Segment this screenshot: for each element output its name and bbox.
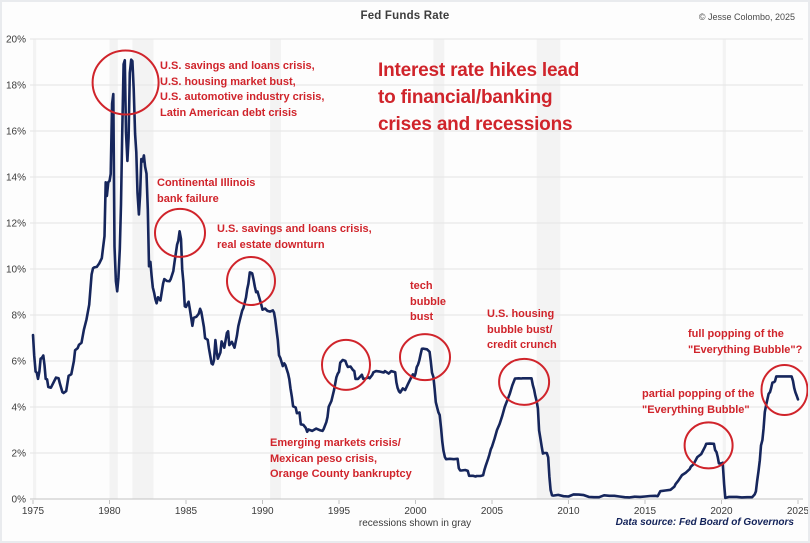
headline-annotation: Interest rate hikes lead to financial/ba…: [378, 60, 580, 135]
highlight-circle: [399, 333, 451, 382]
y-tick-label: 18%: [6, 81, 26, 92]
annotation-housing-bubble: U.S. housing bubble bust/ credit crunch: [487, 308, 557, 351]
y-tick-label: 6%: [12, 357, 27, 368]
recession-note: recessions shown in gray: [358, 518, 472, 529]
chart-title: Fed Funds Rate: [360, 10, 450, 22]
highlight-circle: [498, 357, 551, 406]
x-tick-label: 1995: [328, 506, 351, 517]
y-tick-label: 8%: [12, 311, 27, 322]
highlight-circle: [226, 256, 276, 306]
x-tick-label: 1975: [22, 506, 45, 517]
annotation-sl-crisis-1989: U.S. savings and loans crisis, real esta…: [217, 223, 372, 251]
copyright-notice: © Jesse Colombo, 2025: [698, 12, 795, 22]
annotation-continental-illinois: Continental Illinois bank failure: [157, 177, 256, 205]
y-tick-label: 12%: [6, 219, 26, 230]
y-tick-label: 20%: [6, 35, 26, 46]
y-tick-label: 4%: [12, 403, 27, 414]
x-tick-label: 2025: [787, 506, 810, 517]
highlight-circle: [683, 421, 734, 470]
x-tick-label: 2000: [404, 506, 427, 517]
annotation-1980s-crises: U.S. savings and loans crisis, U.S. hous…: [160, 60, 325, 119]
fed-funds-rate-line: [31, 58, 800, 500]
x-tick-label: 1990: [251, 506, 274, 517]
y-tick-label: 16%: [6, 127, 26, 138]
x-tick-label: 2020: [710, 506, 733, 517]
x-tick-label: 2015: [634, 506, 657, 517]
annotation-full-popping: full popping of the "Everything Bubble"?: [688, 328, 803, 356]
x-tick-label: 2010: [557, 506, 580, 517]
data-source-note: Data source: Fed Board of Governors: [615, 517, 794, 528]
y-tick-label: 0%: [12, 495, 27, 506]
highlight-circle: [760, 364, 808, 416]
annotation-partial-popping: partial popping of the "Everything Bubbl…: [642, 388, 755, 416]
highlight-circle: [321, 338, 371, 391]
y-tick-label: 10%: [6, 265, 26, 276]
highlight-circle: [154, 207, 206, 258]
highlight-circle: [91, 49, 160, 116]
y-tick-label: 2%: [12, 449, 27, 460]
y-tick-label: 14%: [6, 173, 26, 184]
annotation-emerging-markets: Emerging markets crisis/ Mexican peso cr…: [270, 437, 412, 480]
annotation-tech-bubble: tech bubble bust: [410, 280, 447, 323]
x-tick-label: 1985: [175, 506, 198, 517]
x-tick-label: 2005: [481, 506, 504, 517]
x-tick-label: 1980: [98, 506, 121, 517]
